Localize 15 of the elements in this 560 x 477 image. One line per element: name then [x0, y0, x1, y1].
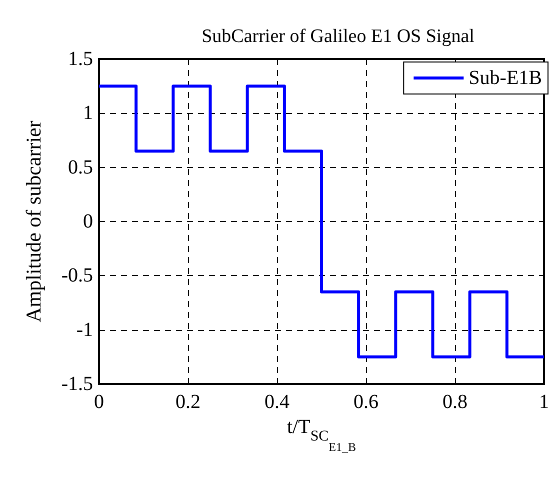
y-tick-label: 0.5: [68, 156, 93, 178]
x-tick-label: 0.8: [442, 391, 468, 413]
x-tick-label: 0.2: [176, 391, 200, 413]
y-axis-title: Amplitude of subcarrier: [22, 120, 46, 322]
legend-label: Sub-E1B: [468, 67, 542, 89]
x-tick-label: 0.6: [354, 391, 378, 413]
y-tick-label: -1: [76, 318, 93, 341]
x-tick-label: 1: [539, 391, 549, 413]
y-tick-label: 0: [83, 210, 93, 232]
y-tick-label: -0.5: [61, 264, 93, 287]
y-tick-label: -1.5: [61, 373, 93, 395]
x-tick-label: 0.4: [264, 391, 290, 413]
y-tick-label: 1: [83, 102, 93, 124]
chart-title: SubCarrier of Galileo E1 OS Signal: [202, 26, 474, 47]
y-tick-label: 1.5: [68, 48, 93, 70]
